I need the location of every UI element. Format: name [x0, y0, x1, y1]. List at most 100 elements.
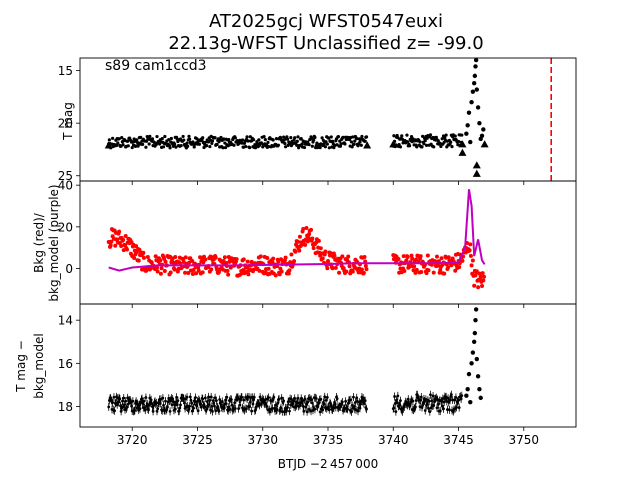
bkg-point — [155, 265, 160, 270]
mag-point — [336, 135, 341, 139]
mag-bkg-point — [122, 396, 126, 400]
mag-bkg-point — [194, 396, 197, 399]
mag-bkg-point — [173, 407, 177, 411]
mag-bkg-point — [293, 397, 297, 400]
bkg-point — [325, 266, 330, 271]
bkg-point — [468, 242, 473, 247]
mag-bkg-point — [272, 395, 276, 399]
bkg-point — [287, 268, 292, 273]
bkg-point — [316, 238, 321, 243]
mag-point — [358, 140, 362, 144]
bkg-point — [159, 266, 164, 271]
y-tick-label: 15 — [58, 64, 73, 78]
mag-bkg-point — [112, 395, 116, 399]
mag-point — [300, 142, 304, 146]
mag-point — [126, 139, 130, 143]
bkg-point — [191, 268, 196, 273]
mag-bkg-point — [457, 406, 461, 409]
mag-bkg-point — [205, 400, 209, 403]
bkg-point — [257, 268, 262, 273]
bkg-model-line — [108, 189, 486, 272]
mag-bkg-point — [166, 405, 169, 409]
x-tick-label: 3745 — [443, 433, 474, 447]
mag-bkg-point — [171, 400, 175, 403]
mag-bkg-point — [252, 395, 256, 399]
bkg-point — [136, 258, 141, 263]
mag-bkg-point — [314, 397, 318, 400]
mag-point — [160, 137, 164, 141]
mag-bkg-point — [233, 407, 237, 410]
mag-point — [398, 145, 403, 149]
figure-title-line2: 22.13g-WFST Unclassified z= -99.0 — [168, 33, 483, 54]
mag-point — [283, 141, 287, 146]
mag-bkg-point — [227, 405, 231, 409]
bkg-point — [346, 254, 351, 259]
mag-point — [353, 139, 357, 143]
mag-point — [424, 143, 429, 147]
mag-point — [253, 146, 258, 150]
x-tick-label: 3740 — [378, 433, 409, 447]
bkg-point — [109, 239, 114, 244]
bkg-point — [362, 254, 367, 259]
bkg-point — [477, 271, 482, 276]
mag-bkg-point — [363, 399, 367, 403]
sector-camera-annotation: s89 cam1ccd3 — [105, 58, 207, 74]
mag-bkg-point — [440, 404, 444, 408]
mag-point — [219, 135, 223, 140]
mag-point — [295, 139, 299, 143]
mag-point — [150, 137, 155, 141]
mag-point — [182, 138, 186, 142]
mag-point — [422, 142, 426, 146]
mag-bkg-point — [121, 399, 124, 403]
mag-point — [148, 134, 152, 138]
mag-bkg-point — [287, 400, 291, 403]
mag-bkg-point — [134, 399, 138, 403]
x-tick-label: 3725 — [182, 433, 213, 447]
mag-point — [481, 127, 486, 132]
mag-bkg-point — [334, 405, 338, 409]
y-tick-label: 16 — [58, 357, 73, 371]
bkg-point — [481, 278, 486, 283]
mag-bkg-point — [307, 407, 311, 411]
mag-point — [352, 142, 356, 146]
mag-point — [392, 134, 396, 138]
mag-bkg-point — [350, 410, 353, 414]
x-tick-label: 3750 — [509, 433, 540, 447]
mag-point — [139, 135, 143, 139]
mag-bkg-point — [133, 408, 137, 412]
mag-bkg-point — [313, 407, 317, 411]
mag-point — [161, 145, 166, 149]
mag-bkg-point — [242, 398, 246, 402]
bkg-point — [426, 268, 431, 273]
mag-bkg-point — [324, 398, 328, 402]
mag-point — [323, 145, 327, 149]
mag-point — [472, 73, 478, 79]
mag-bkg-point — [210, 404, 214, 408]
mag-point — [327, 146, 331, 150]
mag-bkg-point — [118, 397, 122, 401]
mag-bkg-point — [288, 409, 291, 413]
mag-bkg-point — [179, 403, 182, 407]
mag-point — [215, 142, 219, 147]
bkg-point — [228, 265, 233, 270]
mag-bkg-point — [250, 395, 254, 399]
mag-bkg-point — [214, 409, 218, 413]
mag-point — [453, 134, 457, 138]
mag-bkg-point — [455, 405, 458, 409]
mag-bkg-point — [477, 387, 482, 392]
mag-point — [474, 87, 479, 92]
bkg-point — [307, 232, 312, 237]
mag-bkg-point — [472, 330, 478, 336]
bkg-point — [304, 226, 309, 231]
bkg-point — [279, 269, 284, 274]
mag-point — [200, 138, 204, 142]
bkg-point — [396, 257, 401, 262]
mag-point — [420, 145, 424, 149]
mag-bkg-point — [156, 407, 160, 411]
mag-point — [227, 138, 231, 142]
bkg-point — [224, 261, 229, 266]
bkg-point — [474, 269, 479, 274]
mag-bkg-point — [449, 393, 453, 397]
bkg-point — [337, 270, 342, 275]
bkg-point — [172, 267, 177, 272]
